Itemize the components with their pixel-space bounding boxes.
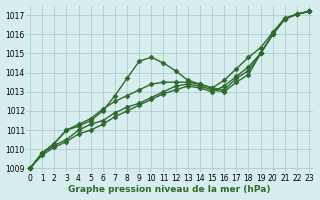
X-axis label: Graphe pression niveau de la mer (hPa): Graphe pression niveau de la mer (hPa): [68, 185, 271, 194]
